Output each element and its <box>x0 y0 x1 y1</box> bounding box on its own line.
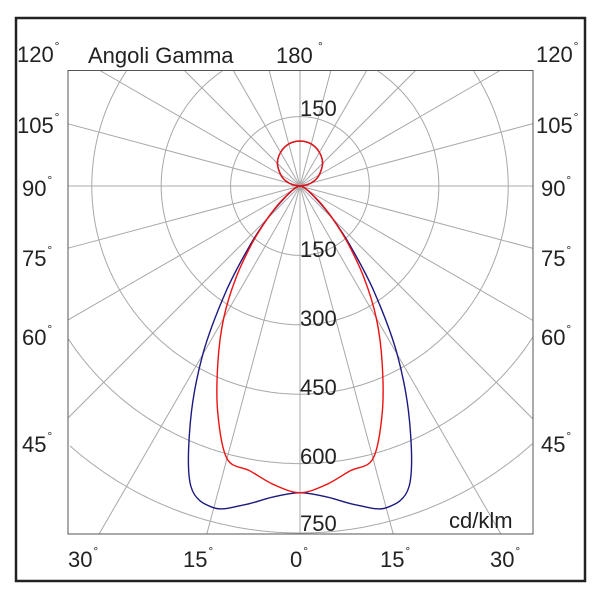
angle-label-bottom-2: 0 <box>290 547 302 572</box>
angle-label-left-120: 120 <box>17 42 54 67</box>
angle-label-right-60: 60 <box>541 325 565 350</box>
grid-spoke-45 <box>299 185 534 420</box>
degree-sign: ° <box>566 322 571 336</box>
radial-label-450: 450 <box>300 375 337 400</box>
angle-label-left-90: 90 <box>22 176 46 201</box>
grid-spoke-225 <box>184 70 301 187</box>
grid-spoke-330 <box>98 185 301 535</box>
grid-spoke-255 <box>67 123 301 187</box>
radial-label-top: 150 <box>300 96 337 121</box>
degree-sign: ° <box>55 39 60 53</box>
side-angle-labels: 120 120° °105 105° °90 90° °75 75° °60 60° °45 45° ° <box>17 39 579 457</box>
grid-spoke-240 <box>99 70 301 187</box>
angle-label-top: 180 <box>276 43 313 68</box>
angle-label-right-75: 75 <box>541 246 565 271</box>
angle-label-left-75: 75 <box>22 246 46 271</box>
angle-label-bottom-3: 15 <box>380 547 404 572</box>
intensity-curves <box>187 140 413 510</box>
grid-ring-300 <box>160 70 440 326</box>
radial-label-300: 300 <box>300 306 337 331</box>
intensity-curve-1 <box>216 140 384 494</box>
grid-spoke-150 <box>299 70 368 187</box>
degree-sign: ° <box>93 544 98 558</box>
degree-sign: ° <box>208 544 213 558</box>
angle-label-right-120: 120 <box>536 42 573 67</box>
degree-sign: ° <box>574 110 579 124</box>
grid-spoke-210 <box>232 70 301 187</box>
angle-label-right-90: 90 <box>541 176 565 201</box>
grid-spoke-285 <box>67 185 301 249</box>
degree-sign: ° <box>47 173 52 187</box>
degree-sign: ° <box>55 110 60 124</box>
angle-label-right-105: 105 <box>536 113 573 138</box>
radial-label-600: 600 <box>300 444 337 469</box>
degree-sign: ° <box>47 429 52 443</box>
grid-spoke-345 <box>206 185 301 535</box>
degree-sign: ° <box>566 173 571 187</box>
plot-area-border <box>67 70 534 535</box>
degree-sign: ° <box>566 243 571 257</box>
degree-sign: ° <box>574 39 579 53</box>
grid-spoke-30 <box>299 185 502 535</box>
angle-label-bottom-0: 30 <box>68 547 92 572</box>
grid-ring-750 <box>69 443 533 534</box>
grid-spoke-120 <box>299 70 501 187</box>
grid-ring-450 <box>91 70 509 395</box>
grid-spoke-300 <box>67 185 301 321</box>
angle-label-left-60: 60 <box>22 325 46 350</box>
grid-spoke-60 <box>299 185 534 321</box>
degree-sign: ° <box>566 429 571 443</box>
angle-label-left-105: 105 <box>17 113 54 138</box>
grid-spoke-75 <box>299 185 534 249</box>
grid-spoke-135 <box>299 70 416 187</box>
radial-label-150: 150 <box>300 237 337 262</box>
polar-grid <box>67 70 534 535</box>
grid-spoke-195 <box>268 70 301 187</box>
radial-label-750: 750 <box>300 511 337 536</box>
angle-label-right-45: 45 <box>541 432 565 457</box>
degree-sign: ° <box>405 544 410 558</box>
grid-spoke-15 <box>299 185 394 535</box>
angle-label-bottom-4: 30 <box>490 547 514 572</box>
angle-label-bottom-1: 15 <box>183 547 207 572</box>
angle-label-left-45: 45 <box>22 432 46 457</box>
degree-sign: ° <box>47 243 52 257</box>
degree-sign: ° <box>303 544 308 558</box>
grid-spoke-315 <box>67 185 301 419</box>
unit-label: cd/klm <box>449 508 513 533</box>
degree-sign: ° <box>47 322 52 336</box>
grid-spoke-105 <box>299 123 534 187</box>
grid-ring-600 <box>68 336 534 465</box>
grid-spoke-165 <box>299 70 332 187</box>
degree-sign: ° <box>515 544 520 558</box>
degree-sign: ° <box>318 39 323 53</box>
bottom-angle-labels: 30 ° 15 ° 0 ° 15 ° 30 ° <box>68 544 520 572</box>
chart-title: Angoli Gamma <box>88 43 234 68</box>
